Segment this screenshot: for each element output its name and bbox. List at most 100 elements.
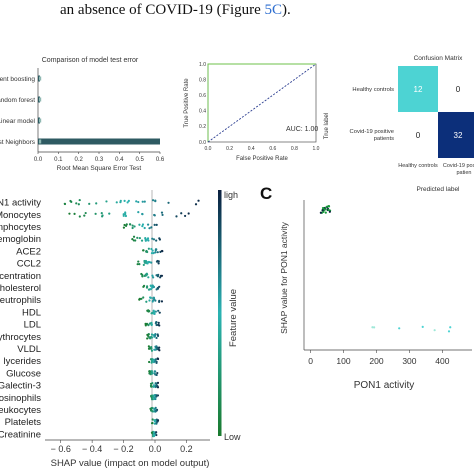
shap-point [155, 248, 158, 251]
shap-point [137, 260, 140, 263]
shap-point [156, 259, 159, 263]
shap-point [148, 261, 151, 264]
caption-text: an absence of COVID-19 (Figure 5C). [60, 2, 291, 19]
shap-point [142, 296, 145, 299]
shap-point [153, 223, 156, 226]
shap-point [197, 199, 200, 202]
dep-point [327, 205, 330, 208]
bar-x-tick-label: 0.3 [95, 157, 104, 163]
shap-feature-label: Glucose [6, 368, 41, 379]
dep-x-tick-label: 200 [369, 356, 383, 366]
shap-point [155, 431, 158, 434]
shap-feature-label: LDL [24, 320, 41, 331]
shap-point [150, 407, 153, 410]
roc-y-tick-label: 0.0 [199, 140, 206, 146]
caption-before: an absence of COVID-19 (Figure [60, 2, 265, 18]
shap-point [155, 418, 158, 421]
shap-point [194, 203, 198, 206]
shap-point [128, 223, 132, 226]
shap-point [155, 422, 158, 425]
shap-point [146, 333, 149, 336]
shap-point [141, 273, 144, 276]
shap-point [124, 224, 128, 227]
shap-x-tick-label: 0.0 [149, 444, 162, 454]
shap-point [142, 249, 145, 252]
shap-point [151, 249, 154, 252]
shap-feature-label: Platelets [5, 417, 42, 428]
shap-point [154, 348, 157, 351]
shap-point [153, 214, 156, 217]
roc-x-tick-label: 0.6 [269, 146, 276, 152]
shap-point [149, 358, 153, 361]
roc-x-label: False Positive Rate [236, 156, 288, 162]
shap-point [108, 212, 111, 215]
shap-point [154, 334, 157, 337]
shap-x-tick-label: 0.2 [180, 444, 193, 454]
roc-auc-annotation: AUC: 1.00 [286, 126, 318, 133]
shap-point [160, 300, 164, 303]
shap-point [73, 212, 76, 216]
shap-point [150, 333, 154, 336]
shap-x-tick-label: − 0.2 [113, 444, 133, 454]
roc-y-label: True Positive Rate [184, 78, 190, 128]
shap-point [153, 396, 156, 400]
shap-point [150, 422, 154, 425]
cm-col-label-line: Covid-19 positive [443, 163, 474, 169]
shap-point [141, 200, 144, 203]
cm-cell [438, 112, 474, 158]
shap-point [155, 336, 158, 340]
bar-category-label: est Neighbors [0, 139, 36, 146]
shap-point [101, 215, 104, 218]
cm-row-label: Covid-19 positive patients [350, 129, 395, 142]
shap-feature-label: nphocytes [0, 222, 41, 233]
dep-point [447, 330, 451, 333]
roc-y-tick-label: 0.6 [199, 93, 206, 99]
shap-point [152, 296, 155, 300]
shap-point [150, 323, 153, 327]
shap-point [124, 211, 127, 214]
shap-point [155, 239, 158, 242]
shap-point [158, 299, 161, 302]
shap-point [151, 300, 154, 303]
shap-feature-label: HDL [22, 307, 41, 318]
bar-x-tick-label: 0.1 [54, 157, 63, 163]
shap-point [150, 349, 154, 352]
cm-x-label: Predicted label [417, 186, 461, 193]
shap-point [152, 394, 155, 397]
shap-point [137, 200, 140, 204]
shap-point [153, 370, 156, 373]
shap-point [138, 297, 141, 300]
shap-point [84, 211, 87, 215]
shap-point [122, 214, 125, 217]
shap-point [149, 288, 153, 291]
shap-point [152, 252, 155, 255]
shap-point [138, 263, 141, 266]
shap-point [154, 382, 158, 385]
shap-point [160, 211, 164, 214]
shap-point [134, 239, 137, 242]
colorbar-low-label: Low [224, 432, 241, 442]
shap-point [153, 434, 156, 438]
roc-y-tick-label: 0.2 [199, 124, 206, 130]
colorbar [218, 190, 222, 436]
shap-point [143, 226, 146, 230]
shap-feature-label: eutrophils [0, 295, 41, 306]
roc-curve-chart: 0.0 0.2 0.4 0.6 0.8 1.0 0.0 0.2 0.4 0.6 0.8 1.0 AUC… [184, 62, 320, 162]
bar-marker [39, 76, 42, 81]
shap-point [152, 238, 156, 241]
bar-chart-title: Comparison of model test error [42, 57, 139, 64]
shap-point [148, 227, 151, 230]
shap-point [153, 419, 156, 422]
shap-point [94, 212, 97, 215]
figure-link[interactable]: 5C [264, 2, 283, 18]
shap-point [156, 286, 159, 290]
shap-point [143, 260, 146, 263]
shap-point [148, 299, 151, 302]
bar-marker [39, 97, 42, 102]
shap-point [152, 309, 155, 312]
shap-point [83, 214, 86, 217]
shap-point [136, 236, 139, 239]
shap-point [95, 202, 98, 205]
cm-cell-value: 0 [456, 85, 461, 94]
dep-point [398, 327, 401, 330]
